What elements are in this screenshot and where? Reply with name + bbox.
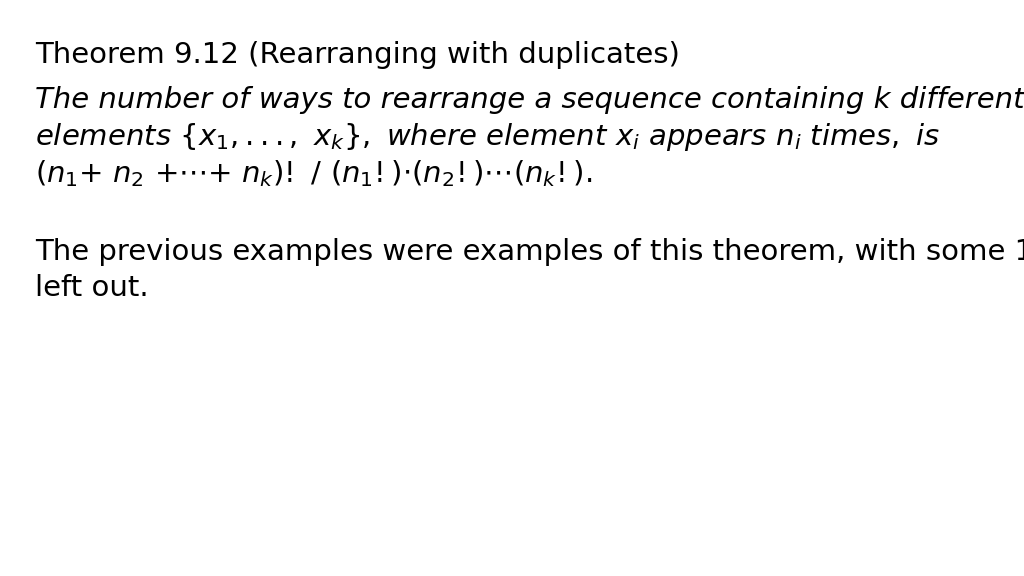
Text: left out.: left out. bbox=[35, 274, 148, 302]
Text: $(n_1{+}\ n_2\ {+}{\cdots}{+}\ n_k)!\ /\ (n_1!){\cdot}(n_2!){\cdots}(n_k!).$: $(n_1{+}\ n_2\ {+}{\cdots}{+}\ n_k)!\ /\… bbox=[35, 158, 592, 189]
Text: The number of ways to rearrange a sequence containing k different distinct: The number of ways to rearrange a sequen… bbox=[35, 86, 1024, 114]
Text: The previous examples were examples of this theorem, with some 1! Factors: The previous examples were examples of t… bbox=[35, 238, 1024, 266]
Text: Theorem 9.12 (Rearranging with duplicates): Theorem 9.12 (Rearranging with duplicate… bbox=[35, 41, 680, 69]
Text: $\it{elements\ \{x_1,...,\ x_k\},\ where\ element\ x_i\ appears\ n_i\ times,\ is: $\it{elements\ \{x_1,...,\ x_k\},\ where… bbox=[35, 121, 940, 153]
